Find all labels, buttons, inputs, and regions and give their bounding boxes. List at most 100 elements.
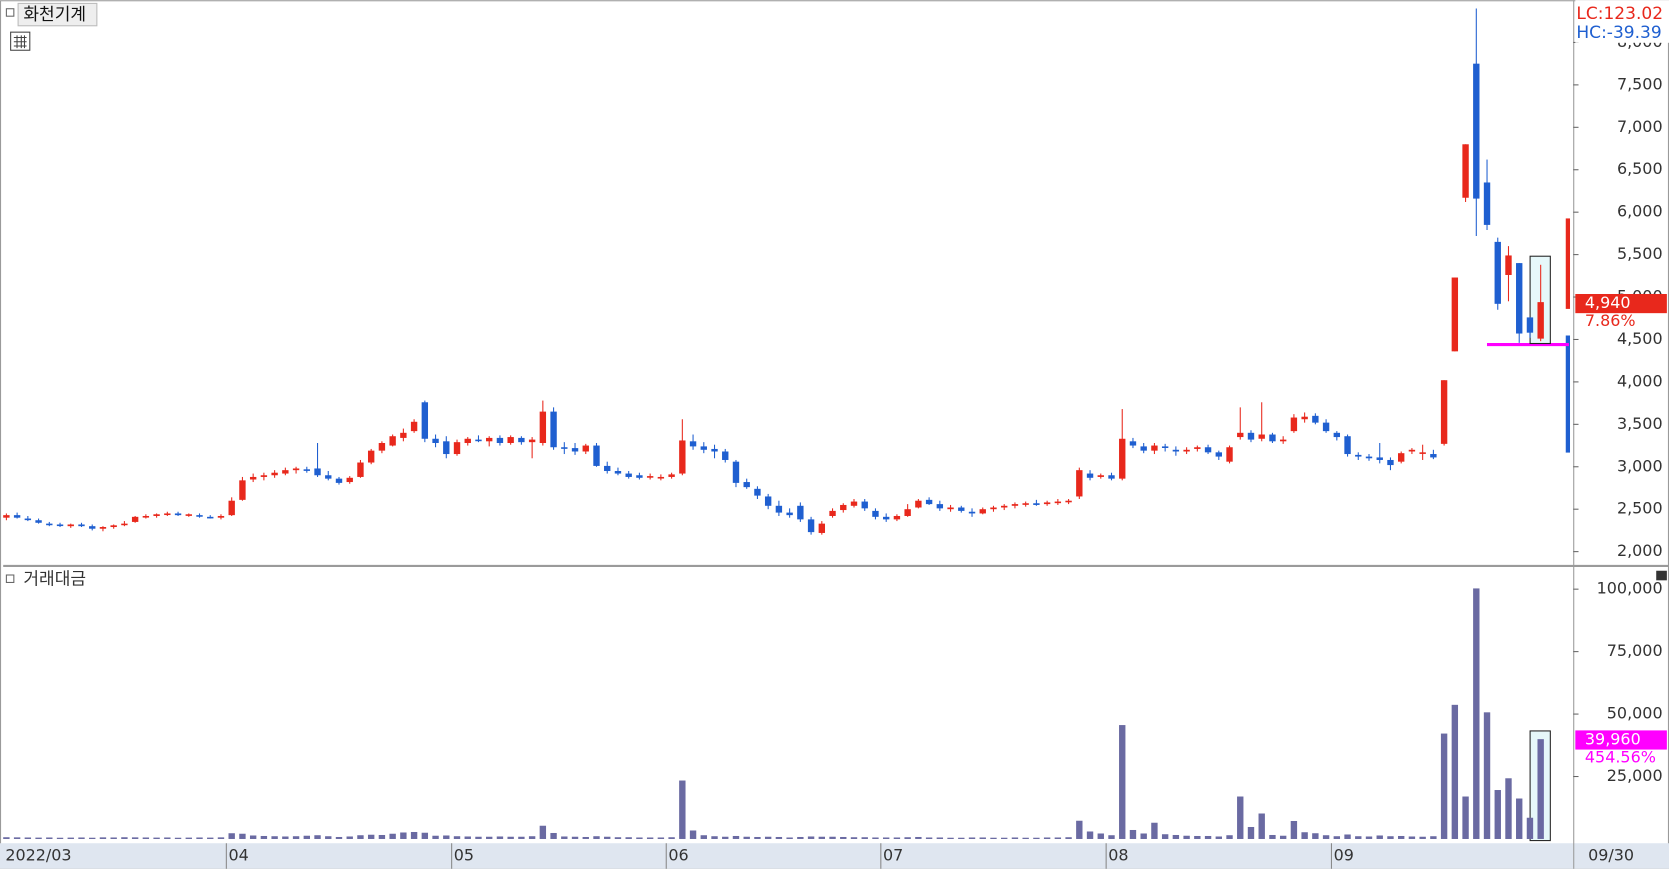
candle-body bbox=[367, 450, 375, 463]
bar bbox=[1408, 836, 1416, 839]
bar bbox=[89, 837, 96, 839]
candle-body bbox=[679, 440, 686, 474]
bar bbox=[1097, 833, 1104, 839]
bar bbox=[217, 837, 225, 839]
bar bbox=[646, 837, 654, 839]
bar bbox=[561, 836, 568, 839]
bar bbox=[1237, 796, 1244, 839]
candle-body bbox=[110, 525, 117, 528]
candle-body bbox=[829, 510, 836, 516]
grid-icon[interactable] bbox=[10, 31, 31, 51]
candle-body bbox=[142, 515, 150, 518]
y-tick-label: 25,000 bbox=[1607, 766, 1663, 785]
bar bbox=[292, 836, 300, 839]
candle-body bbox=[410, 421, 418, 432]
candle-body bbox=[614, 471, 622, 474]
bar bbox=[593, 836, 600, 839]
bar bbox=[131, 837, 139, 839]
bar bbox=[99, 837, 107, 839]
bar bbox=[1161, 834, 1169, 839]
bar bbox=[24, 837, 32, 839]
bar bbox=[271, 836, 278, 839]
bar bbox=[1108, 835, 1115, 839]
candle-body bbox=[1172, 449, 1180, 452]
candle-body bbox=[314, 468, 321, 476]
candle-body bbox=[99, 527, 107, 529]
bar bbox=[196, 837, 203, 839]
bar bbox=[260, 835, 268, 839]
bar bbox=[904, 837, 911, 839]
candle-body bbox=[775, 505, 783, 513]
bar bbox=[1505, 778, 1512, 839]
y-tick-label: 2,000 bbox=[1617, 541, 1663, 560]
candle-body bbox=[754, 488, 761, 496]
candle-body bbox=[185, 514, 192, 516]
bar bbox=[1333, 836, 1341, 839]
bar bbox=[453, 836, 461, 839]
candle-body bbox=[475, 439, 482, 442]
candle-body bbox=[1129, 441, 1137, 446]
x-tick-label: 07 bbox=[883, 846, 903, 865]
bar bbox=[1387, 836, 1394, 839]
candle-body bbox=[958, 507, 965, 511]
candle-body bbox=[1322, 422, 1330, 432]
x-tick-label: 08 bbox=[1108, 846, 1128, 865]
bar bbox=[335, 836, 343, 839]
candle-body bbox=[1301, 416, 1308, 420]
bar bbox=[679, 780, 686, 839]
candle-body bbox=[743, 482, 750, 488]
range-bar bbox=[1565, 335, 1571, 453]
candle-body bbox=[56, 524, 64, 527]
bar bbox=[239, 833, 246, 839]
candle-body bbox=[979, 509, 986, 514]
candle-body bbox=[1355, 454, 1362, 457]
candle-body bbox=[1226, 447, 1233, 462]
title-box[interactable] bbox=[17, 2, 98, 27]
bar bbox=[1301, 832, 1308, 839]
candle-body bbox=[1258, 434, 1265, 439]
candle-body bbox=[518, 437, 525, 443]
bar bbox=[1526, 817, 1534, 839]
candle-body bbox=[1526, 317, 1534, 333]
bar bbox=[893, 837, 901, 839]
bar bbox=[1269, 834, 1276, 839]
candle-body bbox=[1086, 473, 1094, 478]
bar bbox=[421, 832, 429, 839]
bar bbox=[475, 836, 482, 839]
candle-body bbox=[668, 474, 675, 477]
candle-body bbox=[78, 524, 85, 527]
bar bbox=[303, 835, 310, 839]
y-tick-label: 50,000 bbox=[1607, 704, 1663, 723]
bar bbox=[174, 837, 182, 839]
y-tick-label: 3,500 bbox=[1617, 414, 1663, 433]
bar bbox=[947, 837, 954, 839]
bar bbox=[1494, 790, 1501, 839]
bar bbox=[443, 835, 450, 839]
bar bbox=[807, 836, 815, 839]
bar bbox=[357, 835, 364, 839]
candle-body bbox=[1473, 63, 1480, 199]
candle-body bbox=[593, 445, 600, 466]
candle-body bbox=[1054, 501, 1062, 504]
bar bbox=[539, 825, 547, 839]
candle-body bbox=[121, 523, 128, 526]
bar bbox=[1183, 835, 1190, 839]
bar bbox=[1344, 834, 1351, 839]
candle-body bbox=[13, 515, 21, 518]
bar bbox=[1129, 829, 1137, 839]
close-icon[interactable] bbox=[1656, 570, 1667, 581]
candle-body bbox=[561, 447, 568, 449]
bar bbox=[1204, 835, 1212, 839]
candle-body bbox=[1537, 302, 1544, 339]
candle-body bbox=[1408, 449, 1416, 452]
bar bbox=[700, 835, 707, 839]
bar bbox=[164, 837, 171, 839]
legend-icon bbox=[5, 574, 15, 583]
candle-body bbox=[1376, 457, 1383, 460]
candle-body bbox=[1516, 263, 1523, 334]
candle-body bbox=[1365, 456, 1373, 459]
candle-body bbox=[550, 411, 557, 448]
candle-body bbox=[3, 515, 10, 518]
candle-body bbox=[1398, 453, 1405, 462]
